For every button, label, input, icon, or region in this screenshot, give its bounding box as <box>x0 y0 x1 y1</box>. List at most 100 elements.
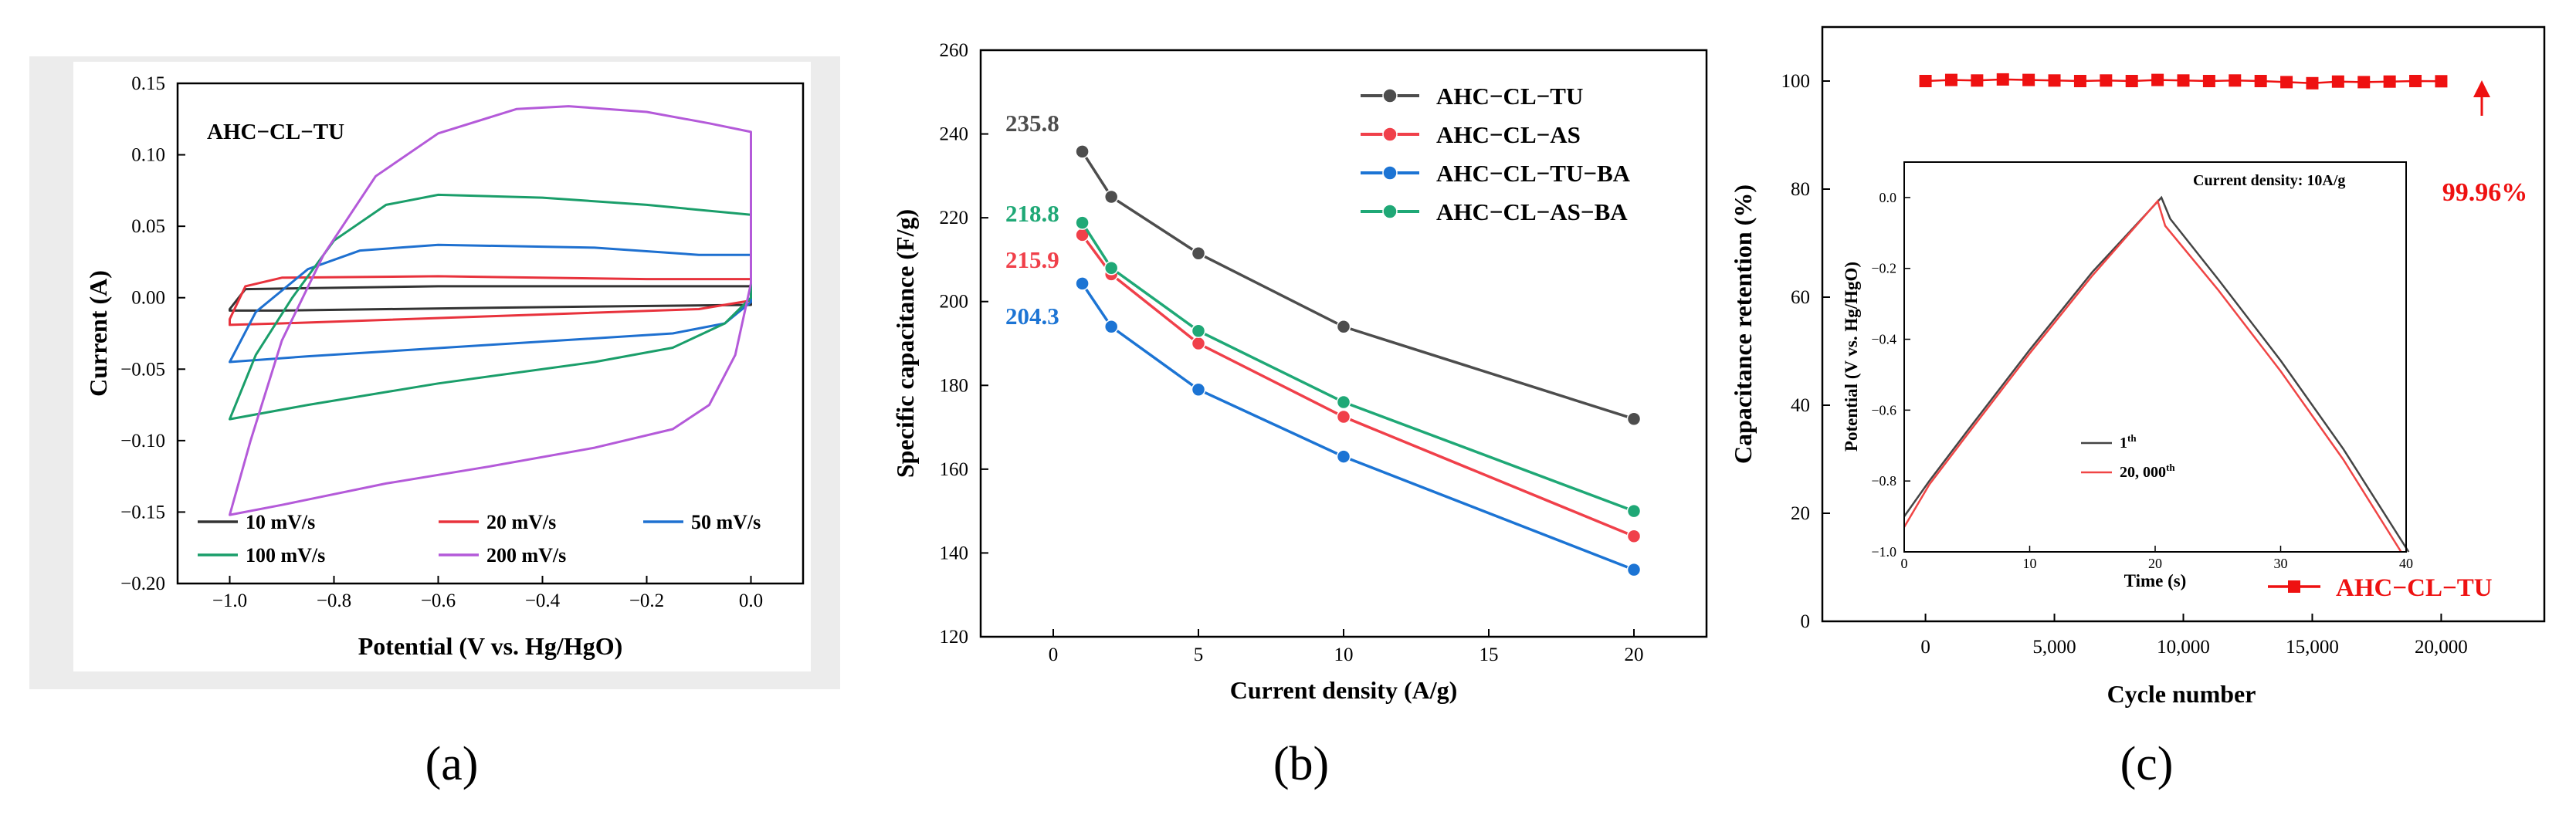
inset-y-tick-label: −0.8 <box>1871 473 1896 489</box>
panel-c-y-axis-label: Capacitance retention (%) <box>1729 184 1757 464</box>
inset-y-tick-label: −1.0 <box>1871 544 1896 560</box>
data-point <box>1191 323 1206 338</box>
panel-a-legend-label: 20 mV/s <box>486 511 556 533</box>
retention-point <box>2306 76 2319 90</box>
retention-annotation: 99.96% <box>2442 80 2528 207</box>
panel-c-x-tick-label: 0 <box>1920 637 1930 658</box>
retention-point <box>2254 75 2267 87</box>
panel-b-legend-marker <box>1382 88 1398 103</box>
panel-c-legend-label: AHC−CL−TU <box>2336 574 2493 602</box>
panel-a-y-tick-label: −0.20 <box>120 573 165 594</box>
panel-b-capacitance-chart: 0 5 10 15 20 120 140 160 180 200 220 240 260 235.8 21… <box>891 40 1708 790</box>
inset-legend-label: 1th <box>2120 432 2137 452</box>
cv-curve-100-mv-s <box>229 193 752 421</box>
panel-a-legend-label: 50 mV/s <box>691 511 761 533</box>
series-line <box>1081 282 1635 571</box>
inset-y-tick-label: −0.2 <box>1871 261 1896 276</box>
data-point <box>1626 562 1642 577</box>
panel-a-title: AHC−CL−TU <box>207 120 344 144</box>
inset-y-tick-label: 0.0 <box>1879 190 1897 205</box>
data-point <box>1103 189 1119 205</box>
data-point <box>1336 320 1351 334</box>
data-label: 218.8 <box>1005 200 1059 227</box>
retention-point <box>2022 73 2035 86</box>
panel-b-legend-marker <box>1382 165 1398 181</box>
panel-a-x-tick-label: 0.0 <box>739 590 763 611</box>
panel-c-y-tick-label: 60 <box>1791 287 1810 308</box>
panel-b-y-tick-label: 220 <box>940 208 969 228</box>
panel-c-x-tick-label: 5,000 <box>2032 637 2076 658</box>
retention-point <box>2331 75 2344 88</box>
panel-b-y-axis-label: Specific capacitance (F/g) <box>891 209 919 478</box>
retention-point <box>2073 75 2086 87</box>
inset-x-tick-label: 30 <box>2274 556 2288 571</box>
panel-b-x-tick-label: 0 <box>1049 644 1059 665</box>
panel-b-plot-frame <box>979 49 1708 638</box>
panel-a-legend-label: 10 mV/s <box>246 511 315 533</box>
panel-c-x-tick-label: 15,000 <box>2286 637 2339 658</box>
inset-y-axis-label: Potential (V vs. Hg/HgO) <box>1842 262 1861 452</box>
panel-b-y-tick-label: 160 <box>940 459 969 480</box>
data-point <box>1626 411 1642 426</box>
retention-point <box>1971 74 1984 87</box>
retention-point <box>2151 73 2164 86</box>
panel-b-y-tick-label: 140 <box>940 543 969 563</box>
data-point <box>1075 276 1090 291</box>
panel-c-y-tick-label: 80 <box>1791 179 1810 200</box>
panel-a-legend-label: 200 mV/s <box>486 544 566 567</box>
panel-b-y-tick-label: 260 <box>940 40 969 61</box>
inset-gcd-chart: 0 10 20 30 40 0.0 −0.2 −0.4 −0.6 −0.8 −1.0 Current… <box>1842 161 2413 590</box>
panel-b-legend-marker <box>1382 204 1398 219</box>
panel-a-x-tick-label: −0.6 <box>421 590 456 611</box>
panel-c-legend-marker <box>2288 580 2300 593</box>
panel-a-x-tick-label: −1.0 <box>212 590 247 611</box>
panel-a-plot-frame <box>176 82 805 585</box>
data-point <box>1626 529 1642 543</box>
retention-point <box>2409 75 2422 87</box>
inset-x-tick-label: 20 <box>2148 556 2162 571</box>
panel-b-x-tick-label: 5 <box>1194 644 1204 665</box>
cv-curve-200-mv-s <box>229 105 752 516</box>
inset-x-tick-label: 40 <box>2399 556 2413 571</box>
panel-b-y-tick-label: 200 <box>940 292 969 313</box>
data-label: 235.8 <box>1005 110 1059 137</box>
panel-b-legend-label: AHC−CL−TU−BA <box>1436 160 1631 187</box>
panel-a-x-axis-label: Potential (V vs. Hg/HgO) <box>358 632 623 660</box>
inset-title: Current density: 10A/g <box>2193 172 2345 189</box>
panel-b-legend-marker <box>1382 127 1398 142</box>
panel-a-y-tick-label: 0.15 <box>131 73 165 94</box>
retention-point <box>1919 75 1932 87</box>
panel-a-y-tick-label: 0.10 <box>131 145 165 166</box>
panel-a-cv-chart: −1.0 −0.8 −0.6 −0.4 −0.2 0.0 0.15 0.10 0.05 0.00 −… <box>29 56 840 790</box>
retention-point <box>2229 74 2242 87</box>
panel-c-plot-frame <box>1821 25 2546 623</box>
gcd-curve <box>1903 198 2402 553</box>
panel-b-x-tick-label: 20 <box>1625 644 1644 665</box>
retention-point <box>2125 75 2138 87</box>
retention-point <box>2100 74 2113 87</box>
panel-a-y-tick-label: −0.10 <box>120 431 165 452</box>
inset-x-tick-label: 0 <box>1901 556 1908 571</box>
data-point <box>1336 449 1351 464</box>
panel-a-x-tick-label: −0.4 <box>525 590 561 611</box>
retention-annotation-label: 99.96% <box>2442 178 2528 207</box>
panel-b-legend-label: AHC−CL−AS <box>1436 121 1581 148</box>
panel-a-y-tick-label: −0.05 <box>120 359 165 380</box>
panel-a-x-tick-label: −0.2 <box>629 590 664 611</box>
retention-point <box>2177 74 2190 87</box>
panel-c-y-tick-label: 0 <box>1801 611 1811 632</box>
panel-b-y-tick-label: 240 <box>940 124 969 145</box>
panel-b-y-tick-label: 120 <box>940 627 969 648</box>
data-point <box>1191 382 1206 397</box>
retention-point <box>1996 73 2009 86</box>
panel-b-legend-label: AHC−CL−TU <box>1436 83 1583 110</box>
inset-y-tick-label: −0.6 <box>1871 402 1896 418</box>
panel-b-legend-label: AHC−CL−AS−BA <box>1436 198 1628 225</box>
retention-point <box>1944 73 1957 86</box>
panel-c-y-tick-label: 20 <box>1791 503 1810 524</box>
panel-c-y-tick-label: 100 <box>1781 71 1811 92</box>
inset-y-tick-label: −0.4 <box>1871 332 1896 347</box>
data-label: 215.9 <box>1005 246 1059 273</box>
panel-b-caption: (b) <box>1273 738 1329 790</box>
